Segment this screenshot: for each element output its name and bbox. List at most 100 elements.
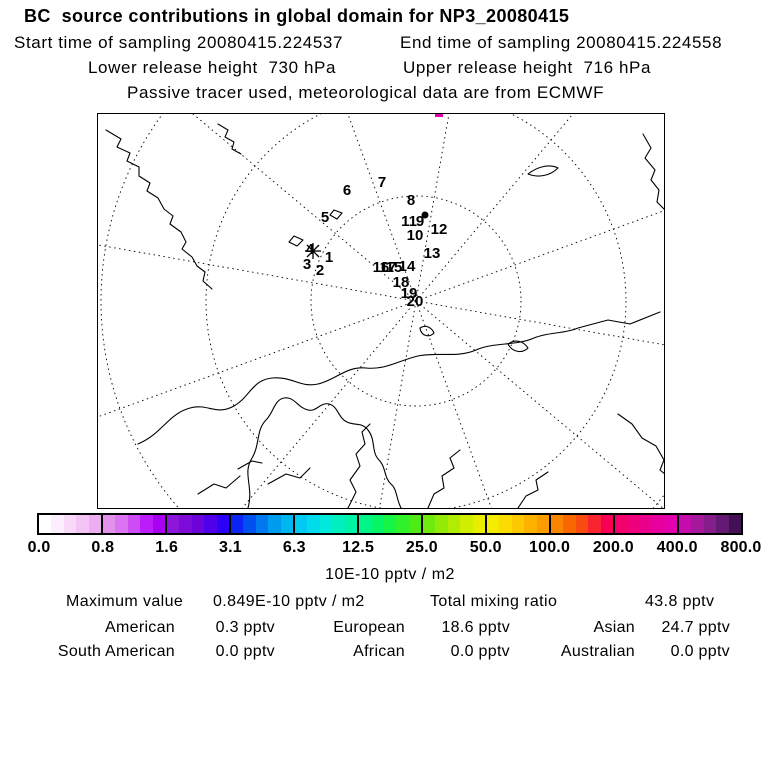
colorbar-cell bbox=[127, 515, 141, 533]
colorbar-segment bbox=[357, 515, 422, 533]
summary-line: Maximum value 0.849E-10 pptv / m2 Total … bbox=[0, 593, 768, 613]
colorbar-cell bbox=[575, 515, 589, 533]
meridian-line bbox=[415, 114, 450, 302]
colorbar-tick-label: 3.1 bbox=[219, 539, 242, 556]
colorbar-cell bbox=[280, 515, 294, 533]
trajectory-point-label: 20 bbox=[407, 293, 424, 310]
trajectory-point-label: 6 bbox=[343, 182, 351, 199]
colorbar-segment bbox=[421, 515, 486, 533]
region-value: 0.0 pptv bbox=[670, 643, 730, 660]
colorbar-cell bbox=[268, 515, 281, 533]
colorbar-cell bbox=[204, 515, 217, 533]
lower-release-height-label: Lower release height 730 hPa bbox=[88, 58, 337, 77]
colorbar-cell bbox=[319, 515, 333, 533]
colorbar-cell bbox=[115, 515, 128, 533]
trajectory-point-label: 2 bbox=[316, 262, 324, 279]
colorbar-cell bbox=[63, 515, 77, 533]
figure-title: BC source contributions in global domain… bbox=[24, 6, 570, 26]
colorbar-segment bbox=[485, 515, 550, 533]
colorbar-unit-label: 10E-10 pptv / m2 bbox=[325, 566, 455, 583]
colorbar-cell bbox=[716, 515, 729, 533]
colorbar-cell bbox=[499, 515, 512, 533]
end-time-label: End time of sampling 20080415.224558 bbox=[400, 33, 723, 52]
sample-position-dot bbox=[421, 211, 429, 219]
region-value: 24.7 pptv bbox=[661, 619, 730, 636]
colorbar-cell bbox=[295, 515, 308, 533]
colorbar-cell bbox=[627, 515, 640, 533]
trajectory-point-label: 18 bbox=[393, 274, 410, 291]
colorbar-segment bbox=[165, 515, 230, 533]
colorbar-cell bbox=[639, 515, 653, 533]
meridian-line bbox=[98, 244, 417, 302]
colorbar-cell bbox=[152, 515, 166, 533]
colorbar-tick-label: 0.0 bbox=[27, 539, 51, 556]
colorbar-cell bbox=[231, 515, 244, 533]
upper-release-height-label: Upper release height 716 hPa bbox=[403, 58, 652, 77]
trajectory-point-label: 14 bbox=[399, 258, 416, 275]
meridian-line bbox=[241, 300, 417, 508]
colorbar-cell bbox=[51, 515, 64, 533]
colorbar-cell bbox=[652, 515, 665, 533]
colorbar-cell bbox=[423, 515, 436, 533]
colorbar-segment bbox=[229, 515, 294, 533]
trajectory-point-label: 19 bbox=[401, 285, 418, 302]
colorbar-tick-label: 400.0 bbox=[656, 539, 698, 556]
meridian-line bbox=[98, 300, 417, 418]
region-value: 0.0 pptv bbox=[215, 643, 275, 660]
map-panel: 1 2 3 4 5 6 7 8 9 10 11 12 13 14 15 16 17 18 19 20 bbox=[97, 113, 665, 509]
colorbar-cell bbox=[460, 515, 473, 533]
colorbar-cell bbox=[140, 515, 153, 533]
colorbar-cell bbox=[332, 515, 345, 533]
colorbar-cell bbox=[88, 515, 102, 533]
trajectory-point-label: 13 bbox=[424, 245, 441, 262]
colorbar-cell bbox=[396, 515, 409, 533]
colorbar-cell bbox=[359, 515, 372, 533]
colorbar-cell bbox=[600, 515, 614, 533]
colorbar-tick-label: 100.0 bbox=[529, 539, 571, 556]
colorbar-cell bbox=[307, 515, 320, 533]
region-value: 18.6 pptv bbox=[441, 619, 510, 636]
colorbar-ticks: 0.0 0.8 1.6 3.1 6.3 12.5 25.0 50.0 100.0 200.0 400… bbox=[28, 539, 762, 559]
colorbar-segment bbox=[101, 515, 166, 533]
colorbar-segment bbox=[677, 515, 742, 533]
colorbar-tick-label: 50.0 bbox=[469, 539, 502, 556]
colorbar-cell bbox=[39, 515, 52, 533]
colorbar-cell bbox=[563, 515, 576, 533]
trajectory-point-label: 11 bbox=[401, 213, 417, 230]
colorbar-cell bbox=[76, 515, 89, 533]
colorbar-segment bbox=[613, 515, 678, 533]
region-value: 0.3 pptv bbox=[215, 619, 275, 636]
colorbar-cell bbox=[167, 515, 180, 533]
region-name: African bbox=[353, 643, 405, 660]
start-time-label: Start time of sampling 20080415.224537 bbox=[14, 33, 344, 52]
region-name: Australian bbox=[560, 643, 635, 660]
colorbar-cell bbox=[447, 515, 461, 533]
trajectory-point-label: 7 bbox=[378, 174, 386, 191]
colorbar-segment bbox=[293, 515, 358, 533]
region-name: Asian bbox=[593, 619, 635, 636]
trajectory-point-label: 16 bbox=[373, 259, 390, 276]
colorbar-cell bbox=[191, 515, 205, 533]
colorbar-cell bbox=[691, 515, 704, 533]
trajectory-point-label: 10 bbox=[407, 227, 424, 244]
colorbar-cell bbox=[243, 515, 256, 533]
trajectory-point-label: 9 bbox=[416, 213, 424, 230]
colorbar-tick-label: 800.0 bbox=[720, 539, 762, 556]
colorbar-cell bbox=[472, 515, 486, 533]
region-value: 0.0 pptv bbox=[450, 643, 510, 660]
meridian-line bbox=[415, 300, 664, 346]
colorbar-cell bbox=[487, 515, 500, 533]
trajectory-point-label: 5 bbox=[321, 209, 329, 226]
trajectory-point-label: 3 bbox=[303, 256, 311, 273]
colorbar-cell bbox=[679, 515, 692, 533]
total-mixing-ratio-value: 43.8 pptv bbox=[645, 593, 715, 610]
colorbar-cell bbox=[435, 515, 448, 533]
region-name: South American bbox=[57, 643, 175, 660]
meridian-line bbox=[415, 210, 664, 302]
colorbar-cell bbox=[344, 515, 358, 533]
colorbar-cell bbox=[551, 515, 564, 533]
trajectory-point-label: 8 bbox=[407, 192, 415, 209]
